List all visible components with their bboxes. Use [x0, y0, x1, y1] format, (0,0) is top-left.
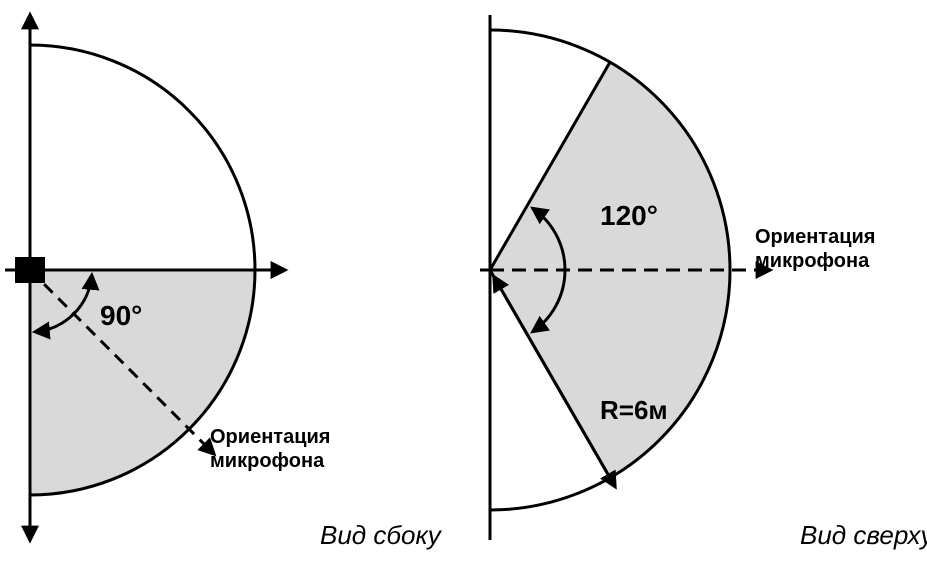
left-angle-label: 90°	[100, 300, 142, 332]
right-angle-label: 120°	[600, 200, 658, 232]
left-orientation-label: Ориентация микрофона	[210, 425, 330, 473]
right-orientation-line2: микрофона	[755, 250, 869, 272]
left-orientation-line2: микрофона	[210, 450, 324, 472]
right-caption: Вид сверху	[800, 520, 927, 551]
left-orientation-line1: Ориентация	[210, 426, 330, 448]
right-radius-label: R=6м	[600, 395, 668, 426]
left-caption: Вид сбоку	[320, 520, 441, 551]
right-orientation-label: Ориентация микрофона	[755, 225, 875, 273]
right-orientation-line1: Ориентация	[755, 226, 875, 248]
diagram-canvas	[0, 0, 927, 577]
